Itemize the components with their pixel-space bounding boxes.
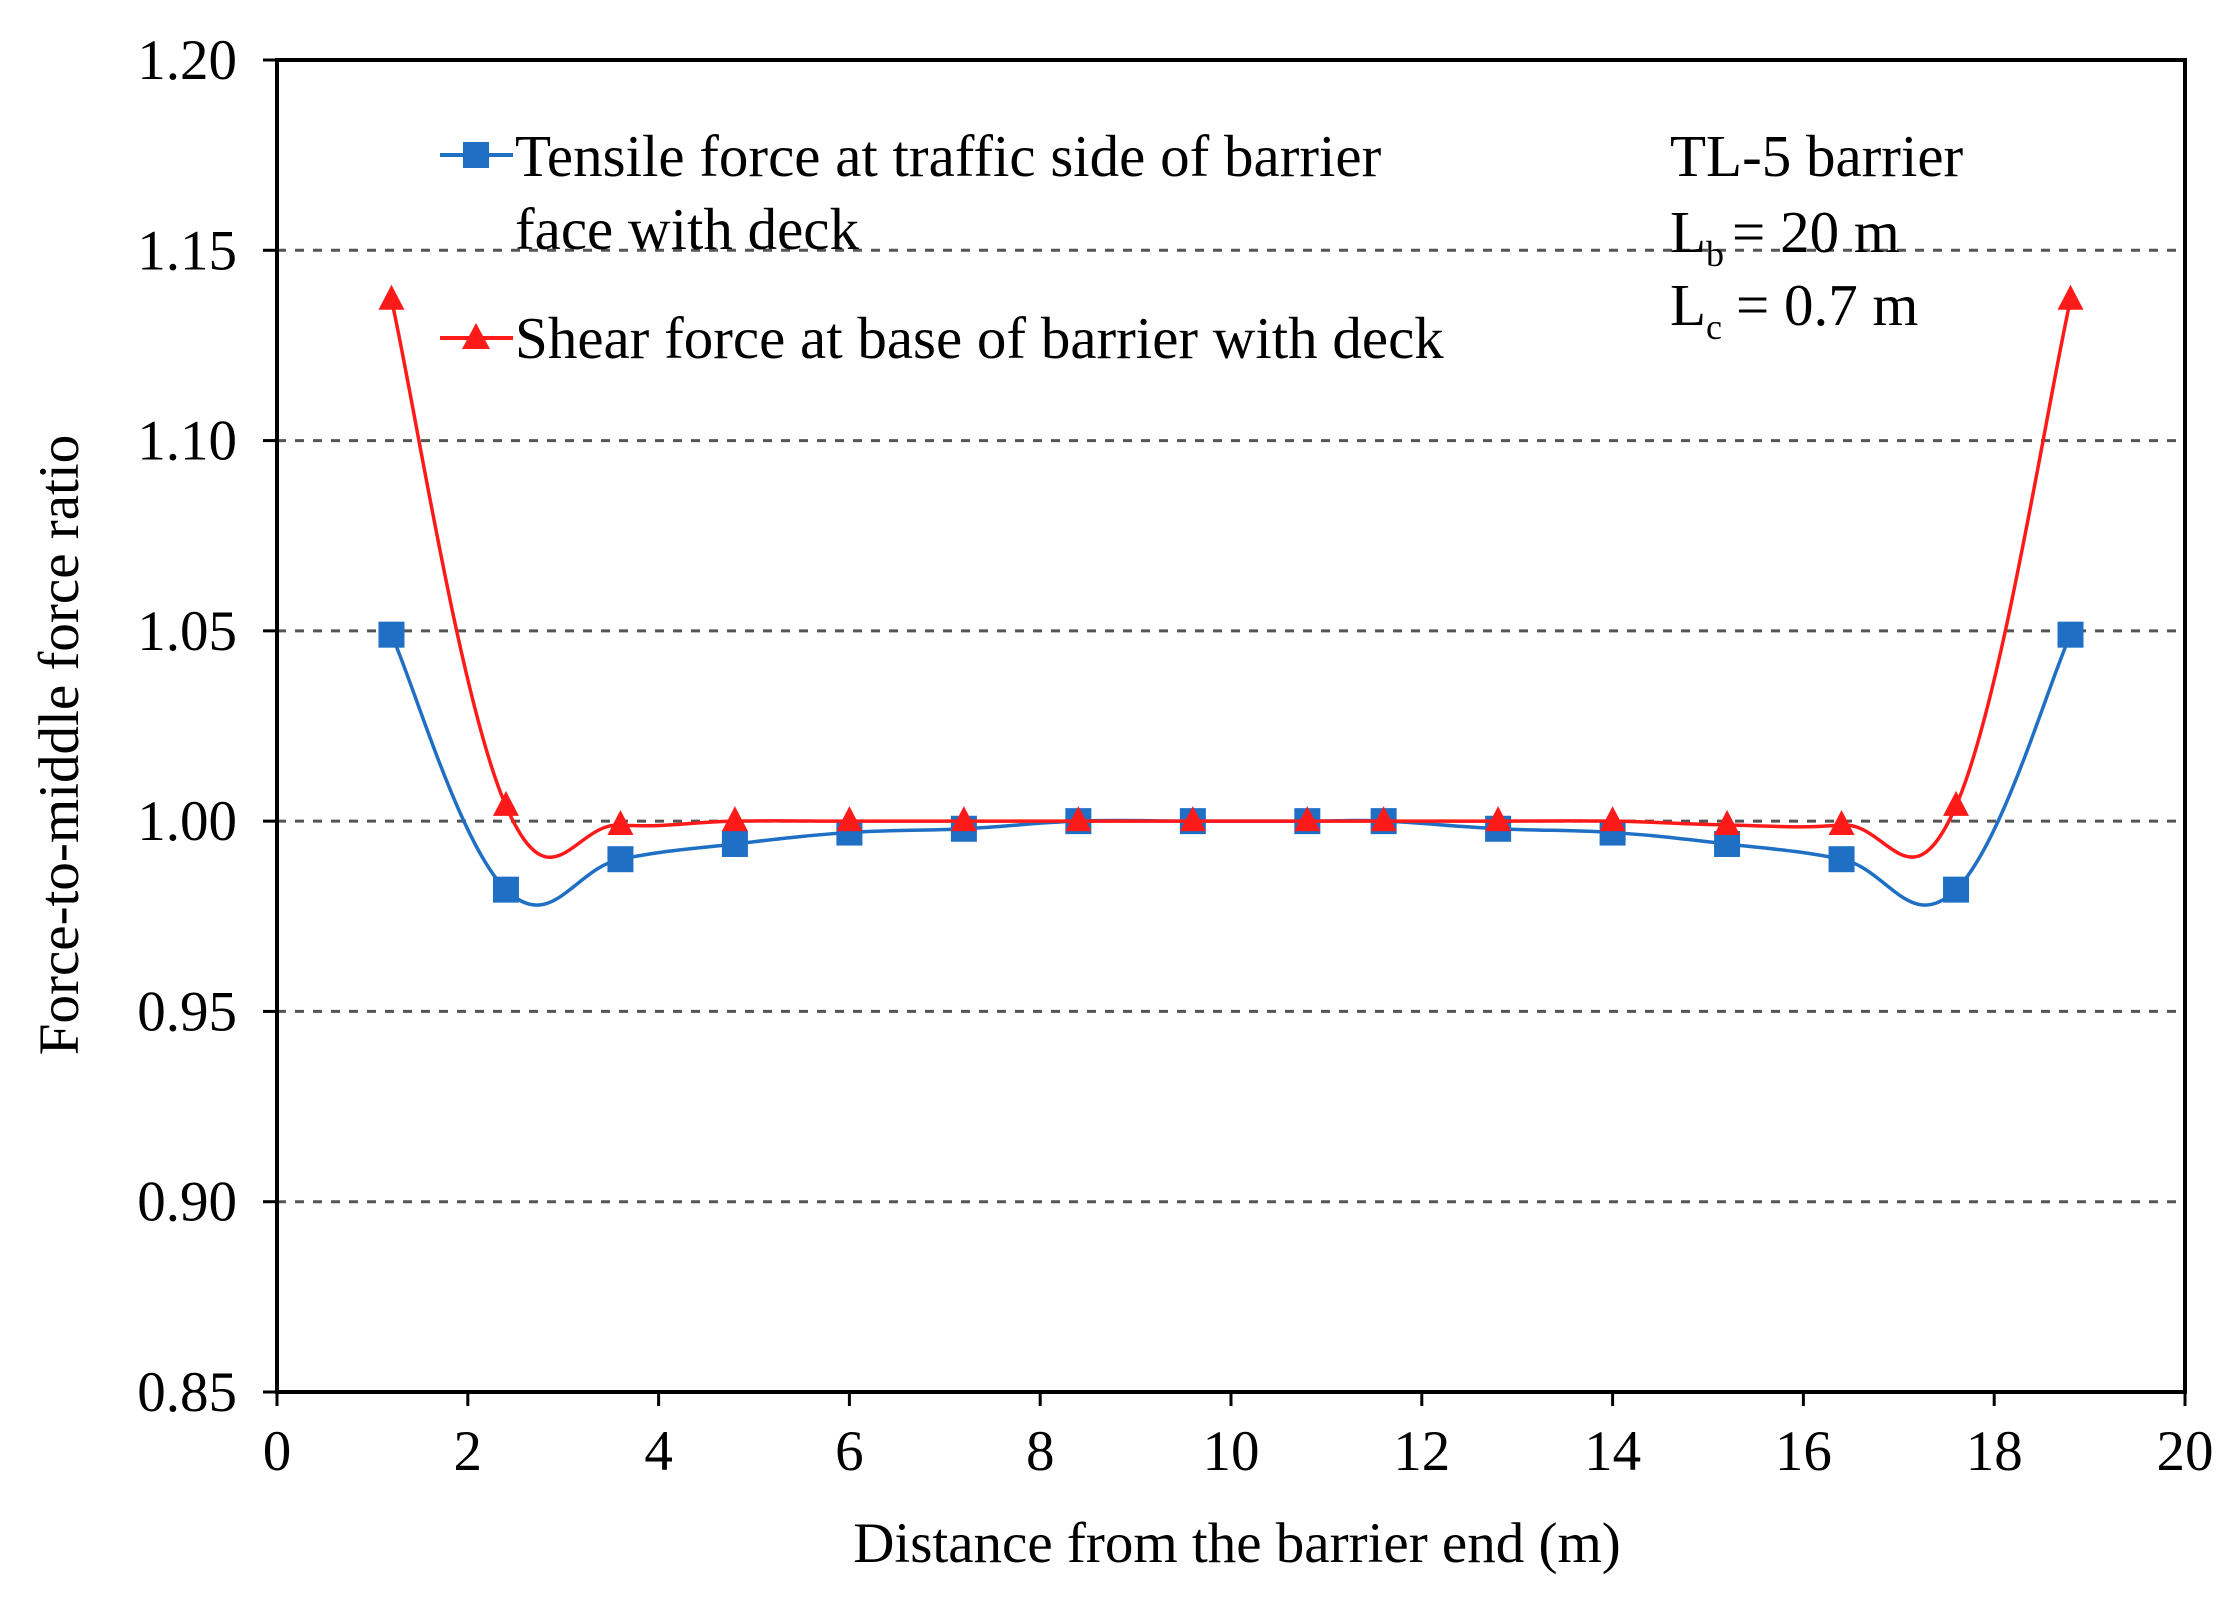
series-shear [378, 284, 2084, 860]
x-tick-label: 14 [1584, 1420, 1641, 1483]
annotation-lb: Lb = 20 m [1670, 199, 1900, 274]
y-axis: 0.85 0.90 0.95 1.00 1.05 1.10 1.15 1.20 [137, 29, 277, 1424]
data-point-triangle [836, 806, 863, 832]
x-tick-label: 2 [454, 1420, 483, 1483]
y-tick-label: 1.05 [137, 600, 237, 663]
series-line [389, 633, 2073, 907]
data-point-square [1828, 846, 1855, 873]
data-point-square [378, 621, 405, 648]
y-tick-label: 1.10 [137, 410, 237, 473]
data-point-triangle [1294, 806, 1321, 832]
annotation-barrier-type: TL-5 barrier [1670, 123, 1964, 189]
annotation-lc: Lc = 0.7 m [1670, 272, 1918, 347]
x-tick-label: 8 [1026, 1420, 1055, 1483]
data-point-square [607, 846, 634, 873]
data-point-square [1714, 830, 1741, 857]
grid-lines [277, 248, 2185, 1204]
data-point-square [721, 830, 748, 857]
data-point-square [1943, 876, 1970, 903]
x-tick-label: 0 [263, 1420, 292, 1483]
legend-marker-tensile [463, 142, 489, 168]
barrier-annotation: TL-5 barrier Lb = 20 m Lc = 0.7 m [1670, 123, 1964, 347]
x-tick-label: 6 [835, 1420, 864, 1483]
y-axis-title: Force-to-middle force ratio [28, 435, 91, 1055]
y-tick-label: 0.90 [137, 1171, 237, 1234]
data-point-triangle [1485, 806, 1512, 832]
x-tick-label: 16 [1775, 1420, 1832, 1483]
x-axis-title: Distance from the barrier end (m) [853, 1512, 1621, 1575]
data-point-triangle [1714, 809, 1741, 835]
data-point-triangle [378, 284, 405, 310]
y-tick-label: 1.00 [137, 790, 237, 853]
x-tick-label: 18 [1966, 1420, 2023, 1483]
y-tick-label: 0.95 [137, 980, 237, 1043]
data-point-square [2057, 621, 2084, 648]
x-tick-label: 12 [1393, 1420, 1450, 1483]
series-tensile [378, 621, 2084, 907]
data-point-triangle [607, 809, 634, 835]
data-point-square [492, 876, 519, 903]
legend-marker-shear [462, 323, 490, 349]
series-layer [378, 284, 2084, 907]
x-tick-label: 20 [2157, 1420, 2214, 1483]
data-point-triangle [950, 806, 977, 832]
y-tick-label: 1.20 [137, 29, 237, 92]
data-point-triangle [1179, 806, 1206, 832]
y-tick-label: 0.85 [137, 1361, 237, 1424]
legend-label-tensile-line1: Tensile force at traffic side of barrier [515, 123, 1382, 189]
y-tick-label: 1.15 [137, 219, 237, 282]
data-point-triangle [1943, 790, 1970, 816]
legend-label-shear: Shear force at base of barrier with deck [515, 305, 1444, 371]
x-tick-label: 4 [644, 1420, 673, 1483]
legend-label-tensile-line2: face with deck [515, 196, 859, 262]
data-point-triangle [1065, 806, 1092, 832]
series-line [389, 299, 2073, 860]
data-point-triangle [1599, 806, 1626, 832]
legend: Tensile force at traffic side of barrier… [440, 123, 1444, 371]
x-axis: 0 2 4 6 8 10 12 14 16 18 20 [263, 1392, 2214, 1483]
legend-item-shear: Shear force at base of barrier with deck [440, 305, 1444, 371]
data-point-triangle [2057, 284, 2084, 310]
data-point-triangle [721, 806, 748, 832]
data-point-triangle [1370, 806, 1397, 832]
x-tick-label: 10 [1203, 1420, 1260, 1483]
data-point-triangle [1828, 809, 1855, 835]
legend-item-tensile: Tensile force at traffic side of barrier… [440, 123, 1382, 262]
data-point-triangle [492, 790, 519, 816]
